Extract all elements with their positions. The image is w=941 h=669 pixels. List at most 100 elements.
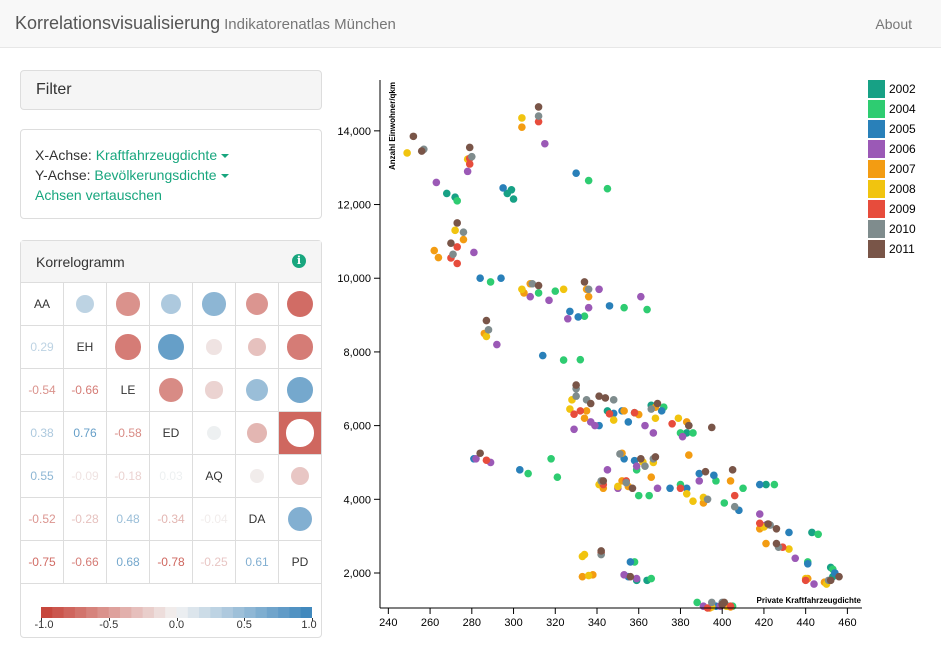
data-point-2011 (628, 484, 637, 493)
data-point-2008 (518, 114, 526, 122)
filter-panel[interactable]: Filter (20, 70, 322, 110)
correlogram-label-le[interactable]: LE (107, 369, 150, 412)
x-axis-row: X-Achse: Kraftfahrzeugdichte (35, 147, 230, 163)
swap-axes-link[interactable]: Achsen vertauschen (35, 187, 162, 203)
correlogram-circle-cell[interactable] (193, 326, 236, 369)
data-point-2009 (730, 491, 739, 500)
correlogram-circle-cell[interactable] (193, 369, 236, 412)
y-axis-dropdown[interactable]: Bevölkerungsdichte (94, 167, 229, 183)
correlogram-value-cell[interactable]: -0.09 (64, 455, 107, 498)
data-point-2009 (630, 408, 639, 417)
correlation-value: 0.03 (159, 469, 183, 483)
correlogram-label-ed[interactable]: ED (150, 412, 193, 455)
brand[interactable]: Korrelationsvisualisierung Indikatorenatl… (15, 13, 396, 34)
correlogram-value-cell[interactable]: -0.66 (64, 541, 107, 584)
correlogram-circle-cell[interactable] (150, 369, 193, 412)
data-point-2005 (499, 184, 507, 192)
correlation-circle (159, 378, 183, 402)
correlogram-circle-cell[interactable] (64, 283, 107, 326)
data-point-2011 (637, 454, 645, 463)
correlogram-value-cell[interactable]: -0.52 (21, 498, 64, 541)
data-point-2002 (442, 189, 451, 198)
scale-swatch (120, 607, 132, 618)
correlogram-value-cell[interactable]: 0.38 (21, 412, 64, 455)
correlogram-value-cell[interactable]: 0.03 (150, 455, 193, 498)
correlogram-value-cell[interactable]: -0.04 (193, 498, 236, 541)
correlogram-circle-cell[interactable] (279, 455, 322, 498)
scale-swatch (97, 607, 110, 618)
correlogram-value-cell[interactable]: 0.68 (107, 541, 150, 584)
info-icon[interactable]: i (292, 254, 306, 268)
correlogram-label-da[interactable]: DA (236, 498, 279, 541)
correlogram-value-cell[interactable]: -0.25 (193, 541, 236, 584)
correlogram-label-aa[interactable]: AA (21, 283, 64, 326)
data-point-2008 (682, 489, 691, 498)
data-point-2005 (626, 558, 635, 566)
data-point-2008 (609, 416, 618, 424)
data-point-2006 (586, 418, 595, 426)
data-point-2004 (603, 184, 612, 193)
correlogram-circle-cell[interactable] (236, 455, 279, 498)
data-point-2009 (482, 456, 491, 465)
correlogram-circle-cell[interactable] (279, 498, 322, 541)
correlogram-circle-cell[interactable] (150, 326, 193, 369)
correlation-value: -0.78 (157, 555, 185, 569)
data-point-2005 (682, 484, 691, 493)
scale-swatch (131, 607, 144, 618)
correlogram-value-cell[interactable]: -0.28 (64, 498, 107, 541)
correlogram-value-cell[interactable]: -0.58 (107, 412, 150, 455)
correlogram-value-cell[interactable]: -0.34 (150, 498, 193, 541)
correlogram-circle-cell[interactable] (107, 283, 150, 326)
caret-down-icon (221, 154, 230, 159)
correlogram-circle-cell[interactable] (150, 283, 193, 326)
correlogram-value-cell[interactable]: -0.66 (64, 369, 107, 412)
data-point-2005 (785, 528, 793, 537)
y-tick-label: 6,000 (343, 421, 371, 433)
data-point-2010 (468, 152, 476, 161)
correlation-value: 0.55 (30, 469, 54, 483)
correlogram-value-cell[interactable]: -0.18 (107, 455, 150, 498)
data-point-2011 (447, 239, 455, 248)
correlogram-label-pd[interactable]: PD (279, 541, 322, 584)
correlation-value: -0.66 (71, 383, 99, 397)
correlogram-label-aq[interactable]: AQ (193, 455, 236, 498)
data-point-2008 (674, 414, 683, 423)
correlogram-value-cell[interactable]: 0.76 (64, 412, 107, 455)
correlogram-value-cell[interactable]: -0.75 (21, 541, 64, 584)
correlation-circle (247, 423, 267, 443)
correlation-value: -0.25 (200, 555, 228, 569)
correlogram-value-cell[interactable]: 0.48 (107, 498, 150, 541)
correlation-circle (206, 425, 222, 441)
correlogram-value-cell[interactable]: -0.54 (21, 369, 64, 412)
correlogram-value-cell[interactable]: 0.29 (21, 326, 64, 369)
correlogram-circle-cell[interactable] (193, 283, 236, 326)
correlogram-circle-cell[interactable] (236, 283, 279, 326)
data-point-2010 (528, 279, 537, 288)
correlogram-label-eh[interactable]: EH (64, 326, 107, 369)
correlogram-value-cell[interactable]: 0.61 (236, 541, 279, 584)
correlogram-circle-cell[interactable] (279, 326, 322, 369)
correlogram-circle-cell[interactable] (279, 412, 322, 455)
correlogram-circle-cell[interactable] (236, 326, 279, 369)
correlation-value: -0.09 (71, 469, 99, 483)
data-point-2011 (826, 576, 835, 585)
correlogram-circle-cell[interactable] (236, 412, 279, 455)
correlogram-value-cell[interactable]: -0.78 (150, 541, 193, 584)
y-axis-value: Bevölkerungsdichte (94, 167, 217, 183)
correlogram-circle-cell[interactable] (279, 369, 322, 412)
legend-label-2010: 2010 (889, 222, 916, 236)
scale-tick-label: 0.5 (236, 619, 252, 631)
x-tick-label: 400 (713, 617, 731, 629)
data-point-2004 (453, 197, 462, 205)
y-tick-label: 12,000 (337, 200, 371, 212)
correlogram-value-cell[interactable]: 0.55 (21, 455, 64, 498)
correlogram-circle-cell[interactable] (193, 412, 236, 455)
about-link[interactable]: About (875, 16, 912, 32)
x-tick-label: 320 (546, 617, 564, 629)
x-axis-dropdown[interactable]: Kraftfahrzeugdichte (96, 147, 230, 163)
correlogram-circle-cell[interactable] (279, 283, 322, 326)
correlogram-circle-cell[interactable] (236, 369, 279, 412)
data-point-2010 (641, 462, 649, 470)
scale-swatch (142, 607, 155, 618)
correlogram-circle-cell[interactable] (107, 326, 150, 369)
